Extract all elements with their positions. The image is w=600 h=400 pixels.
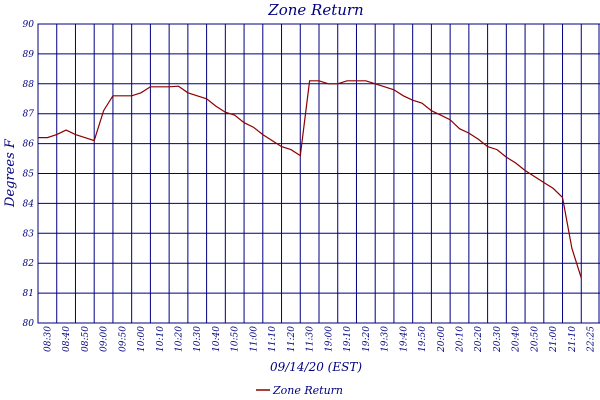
y-axis-label: Degrees F [3, 138, 18, 208]
x-tick-label: 10:20 [175, 326, 185, 352]
x-tick-label: 08:30 [43, 326, 53, 352]
x-tick-label: 19:40 [399, 326, 409, 352]
x-tick-label: 19:50 [418, 326, 428, 352]
x-tick-label: 10:40 [212, 326, 222, 352]
x-tick-label: 10:10 [156, 326, 166, 352]
x-tick-label: 10:00 [137, 326, 147, 352]
y-tick-label: 87 [23, 110, 35, 120]
x-axis-label: 09/14/20 (EST) [270, 360, 362, 374]
x-tick-label: 19:00 [324, 326, 334, 352]
x-tick-label: 08:50 [81, 326, 91, 352]
x-tick-label: 19:10 [343, 326, 353, 352]
x-tick-label: 11:10 [268, 326, 278, 352]
series-line-zone-return [38, 80, 582, 279]
x-tick-label: 09:50 [118, 326, 128, 352]
x-tick-label: 20:40 [512, 326, 522, 353]
x-tick-labels: 08:30 08:40 08:50 09:00 09:50 10:00 10:10 10:20… [43, 326, 596, 353]
y-tick-label: 88 [23, 80, 35, 90]
x-tick-label: 10:30 [193, 326, 203, 352]
y-tick-labels: 80 81 82 83 84 85 86 87 88 89 90 [23, 20, 35, 329]
x-tick-label: 10:50 [231, 326, 241, 352]
x-tick-label: 20:20 [474, 326, 484, 353]
y-tick-label: 83 [23, 229, 35, 239]
x-tick-label: 09:00 [100, 326, 110, 352]
x-tick-label: 21:00 [549, 326, 559, 353]
x-tick-label: 20:10 [456, 326, 466, 353]
x-tick-label: 20:30 [493, 326, 503, 353]
x-tick-label: 11:00 [249, 326, 259, 352]
y-tick-label: 90 [23, 20, 35, 30]
y-tick-label: 85 [23, 170, 35, 180]
x-tick-label: 20:00 [437, 326, 447, 353]
x-tick-label: 20:50 [530, 326, 540, 353]
y-tick-label: 82 [23, 259, 35, 269]
x-tick-label: 19:30 [381, 326, 391, 352]
legend-label-zone-return: Zone Return [272, 384, 343, 397]
legend: Zone Return [256, 384, 343, 397]
chart-grid [37, 23, 600, 324]
chart-title: Zone Return [267, 1, 363, 19]
y-tick-label: 80 [23, 319, 35, 329]
x-tick-label: 08:40 [62, 326, 72, 352]
series-layer [38, 80, 582, 279]
y-tick-label: 84 [23, 199, 35, 209]
x-tick-label: 22:25 [587, 326, 597, 353]
x-tick-label: 11:20 [287, 326, 297, 352]
x-tick-label: 19:20 [362, 326, 372, 352]
x-tick-label: 21:10 [568, 326, 578, 353]
y-tick-label: 81 [23, 289, 34, 299]
y-tick-label: 86 [23, 140, 35, 150]
x-tick-label: 11:30 [306, 326, 316, 352]
y-tick-label: 89 [23, 50, 35, 60]
